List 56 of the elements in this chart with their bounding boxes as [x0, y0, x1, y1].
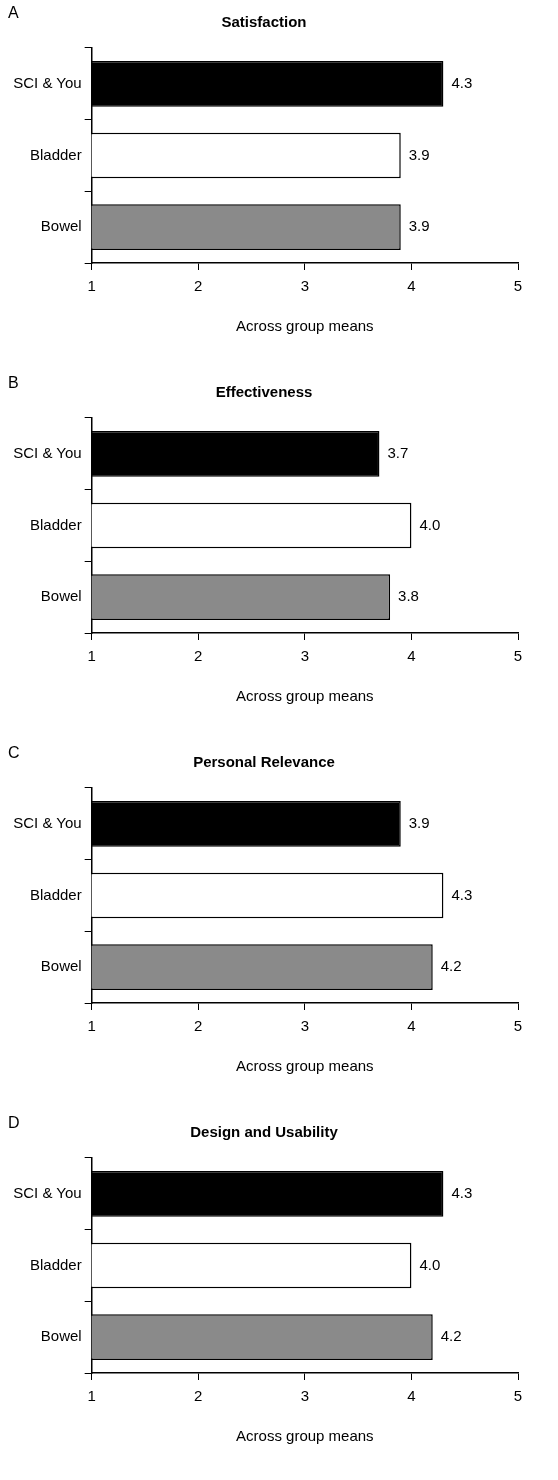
- x-tick-label: 5: [513, 1387, 523, 1405]
- y-tick-label: SCI & You: [13, 73, 82, 91]
- y-tick-label: Bladder: [29, 145, 82, 163]
- x-tick-label: 3: [300, 1387, 309, 1405]
- x-tick-label: 4: [407, 647, 416, 665]
- x-tick-label: 5: [513, 277, 523, 295]
- chart-title: Personal Relevance: [193, 753, 335, 771]
- data-label: 4.3: [451, 73, 473, 91]
- x-tick-label: 1: [87, 1017, 96, 1035]
- x-tick-label: 5: [513, 647, 523, 665]
- x-tick-label: 3: [300, 647, 309, 665]
- x-tick-label: 4: [407, 1387, 416, 1405]
- y-tick-label: SCI & You: [13, 1183, 82, 1201]
- data-label: 4.3: [451, 885, 473, 903]
- x-axis-title: Across group means: [236, 1427, 374, 1445]
- x-tick-label: 4: [407, 1017, 416, 1035]
- y-tick-label: Bladder: [29, 885, 82, 903]
- data-label: 4.3: [451, 1183, 473, 1201]
- x-axis-title: Across group means: [236, 1057, 374, 1075]
- data-label: 3.7: [387, 443, 409, 461]
- x-tick-label: 1: [87, 1387, 96, 1405]
- x-tick-label: 5: [513, 1017, 523, 1035]
- x-tick-label: 3: [300, 277, 309, 295]
- data-label: 4.0: [419, 515, 441, 533]
- x-axis-title: Across group means: [236, 687, 374, 705]
- y-tick-label: Bladder: [29, 1255, 82, 1273]
- x-axis-title: Across group means: [236, 317, 374, 335]
- x-tick-label: 3: [300, 1017, 309, 1035]
- y-tick-label: Bowel: [40, 587, 82, 605]
- y-tick-label: Bowel: [40, 957, 82, 975]
- data-label: 3.9: [408, 145, 430, 163]
- y-tick-label: Bowel: [40, 217, 82, 235]
- text: A: [8, 4, 19, 22]
- data-label: 4.2: [440, 957, 462, 975]
- data-label: 3.9: [408, 813, 430, 831]
- chart-title: Design and Usability: [190, 1123, 339, 1141]
- x-tick-label: 2: [194, 277, 203, 295]
- data-label: 4.0: [419, 1255, 441, 1273]
- x-tick-label: 2: [194, 647, 203, 665]
- text: C: [8, 744, 20, 762]
- chart-title: Satisfaction: [221, 13, 307, 31]
- chart-title: Effectiveness: [215, 383, 313, 401]
- y-tick-label: SCI & You: [13, 813, 82, 831]
- x-tick-label: 4: [407, 277, 416, 295]
- y-tick-label: Bladder: [29, 515, 82, 533]
- x-tick-label: 2: [194, 1017, 203, 1035]
- y-tick-label: SCI & You: [13, 443, 82, 461]
- data-label: 3.9: [408, 217, 430, 235]
- x-tick-label: 1: [87, 277, 96, 295]
- data-label: 4.2: [440, 1327, 462, 1345]
- text: D: [8, 1114, 20, 1132]
- data-label: 3.8: [398, 587, 419, 605]
- x-tick-label: 1: [87, 647, 96, 665]
- x-tick-label: 2: [194, 1387, 203, 1405]
- y-tick-label: Bowel: [40, 1327, 82, 1345]
- text: B: [8, 374, 19, 392]
